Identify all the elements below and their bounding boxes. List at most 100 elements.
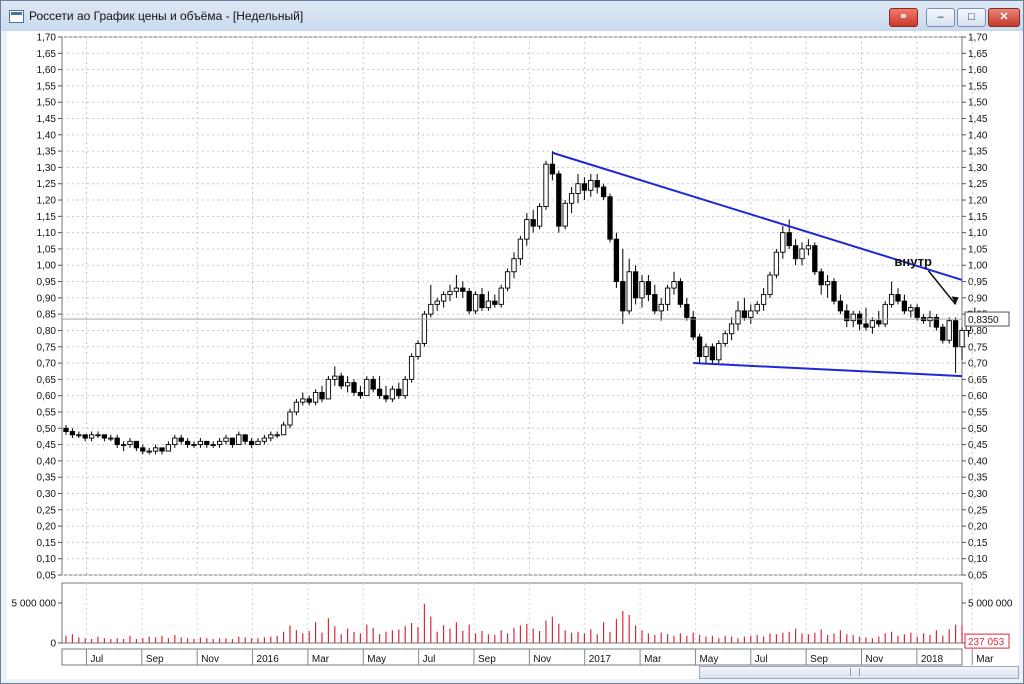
candle-body-up — [216, 440, 223, 446]
candle-body-up — [152, 447, 159, 452]
candle-body-down — [140, 447, 146, 452]
price-plot-frame — [61, 36, 963, 576]
price-volume-chart[interactable]: 0,05 0,05 0,10 0,10 0,15 0,15 0,20 0,20 0,25 0,25… — [7, 31, 1019, 679]
minimize-button[interactable]: – — [926, 8, 955, 27]
annotation-text: внутр — [894, 254, 932, 269]
candle-body-up — [172, 437, 178, 446]
price-tick-label-right: 0,55 — [968, 407, 988, 418]
time-axis-label: Jul — [423, 654, 436, 665]
candle-body-up — [300, 398, 306, 403]
candle-body-down — [383, 395, 389, 400]
candle-body-down — [818, 271, 824, 286]
candle-body-up — [703, 346, 709, 357]
candle-body-up — [959, 330, 965, 348]
candle-body-up — [108, 437, 114, 440]
candle-body-down — [741, 310, 748, 318]
price-tick-label-left: 0,15 — [37, 538, 57, 549]
candle-body-down — [492, 300, 498, 305]
candle-body-down — [876, 320, 882, 325]
candle-body-down — [376, 388, 383, 397]
price-tick-label-right: 0,25 — [968, 505, 988, 516]
price-tick-label-left: 1,35 — [37, 147, 57, 158]
candle-body-down — [242, 434, 248, 442]
price-tick-label-right: 1,15 — [968, 212, 988, 223]
time-axis-label: May — [367, 654, 386, 665]
title-bar[interactable]: Россети ао График цены и объёма - [Недел… — [1, 1, 1023, 31]
candle-body-up — [517, 238, 524, 260]
price-tick-label-right: 0,35 — [968, 473, 988, 484]
volume-plot-frame — [61, 582, 963, 644]
price-tick-label-left: 0,70 — [37, 359, 57, 370]
link-button[interactable]: ⚭ — [889, 8, 918, 27]
candle-body-up — [447, 290, 453, 296]
candle-body-down — [600, 186, 607, 198]
candle-body-down — [684, 303, 690, 318]
candle-body-up — [293, 401, 300, 413]
candle-body-up — [824, 281, 831, 286]
candle-body-up — [799, 248, 805, 260]
candle-body-up — [908, 307, 914, 312]
price-tick-label-left: 0,45 — [37, 440, 57, 451]
price-tick-label-left: 0,50 — [37, 424, 57, 435]
candle-body-up — [850, 313, 856, 322]
candle-body-up — [146, 450, 152, 453]
candle-body-up — [236, 434, 242, 446]
price-tick-label-right: 1,20 — [968, 196, 988, 207]
candle-body-down — [248, 440, 255, 446]
price-tick-label-left: 0,95 — [37, 277, 57, 288]
price-tick-label-left: 1,60 — [37, 65, 57, 76]
price-tick-label-right: 1,25 — [968, 179, 988, 190]
candle-body-up — [767, 274, 773, 296]
candle-body-down — [69, 431, 76, 436]
time-axis-label: Mar — [976, 654, 994, 665]
time-axis-label: Nov — [201, 654, 219, 665]
maximize-button[interactable]: □ — [957, 8, 986, 27]
time-axis-label: Sep — [146, 654, 164, 665]
candle-body-up — [946, 320, 952, 341]
price-tick-label-left: 0,85 — [37, 310, 57, 321]
candle-body-up — [869, 320, 876, 328]
candle-body-down — [184, 440, 191, 446]
candle-body-down — [831, 281, 837, 302]
horizontal-scrollbar[interactable] — [699, 666, 1019, 679]
price-tick-label-left: 0,60 — [37, 391, 57, 402]
price-tick-label-left: 0,35 — [37, 473, 57, 484]
candle-body-up — [325, 378, 332, 400]
candle-body-down — [792, 245, 799, 260]
candle-body-down — [933, 316, 940, 328]
candle-body-up — [504, 271, 511, 289]
candle-body-up — [88, 434, 95, 439]
candle-body-down — [895, 294, 901, 302]
volume-tick-label-right: 5 000 000 — [968, 599, 1013, 610]
close-button[interactable]: ✕ — [988, 8, 1020, 27]
price-tick-label-left: 0,30 — [37, 489, 57, 500]
time-axis-label: Jul — [90, 654, 103, 665]
price-tick-label-left: 0,10 — [37, 554, 57, 565]
price-tick-label-left: 0,80 — [37, 326, 57, 337]
price-tick-label-left: 1,20 — [37, 196, 57, 207]
price-tick-label-left: 0,90 — [37, 293, 57, 304]
candle-body-down — [645, 281, 652, 296]
candle-body-up — [453, 287, 460, 292]
candle-body-up — [274, 434, 280, 437]
candle-body-up — [588, 180, 594, 191]
scrollbar-grip[interactable] — [850, 668, 860, 676]
price-tick-label-right: 1,45 — [968, 114, 988, 125]
price-tick-label-right: 1,50 — [968, 98, 988, 109]
price-tick-label-right: 1,00 — [968, 261, 988, 272]
volume-tick-label-left: 0 — [50, 639, 56, 650]
candle-body-down — [370, 378, 376, 390]
price-tick-label-left: 0,75 — [37, 342, 57, 353]
price-tick-label-right: 0,50 — [968, 424, 988, 435]
candle-body-up — [76, 434, 82, 437]
candle-body-down — [63, 427, 69, 432]
candle-body-up — [344, 382, 351, 387]
price-tick-label-left: 0,55 — [37, 407, 57, 418]
candle-body-up — [402, 378, 408, 397]
candle-body-down — [556, 173, 562, 227]
price-tick-label-right: 1,10 — [968, 228, 988, 239]
candle-body-up — [805, 245, 812, 250]
candle-body-down — [914, 307, 920, 318]
price-tick-label-left: 1,00 — [37, 261, 57, 272]
candle-body-down — [786, 232, 792, 247]
